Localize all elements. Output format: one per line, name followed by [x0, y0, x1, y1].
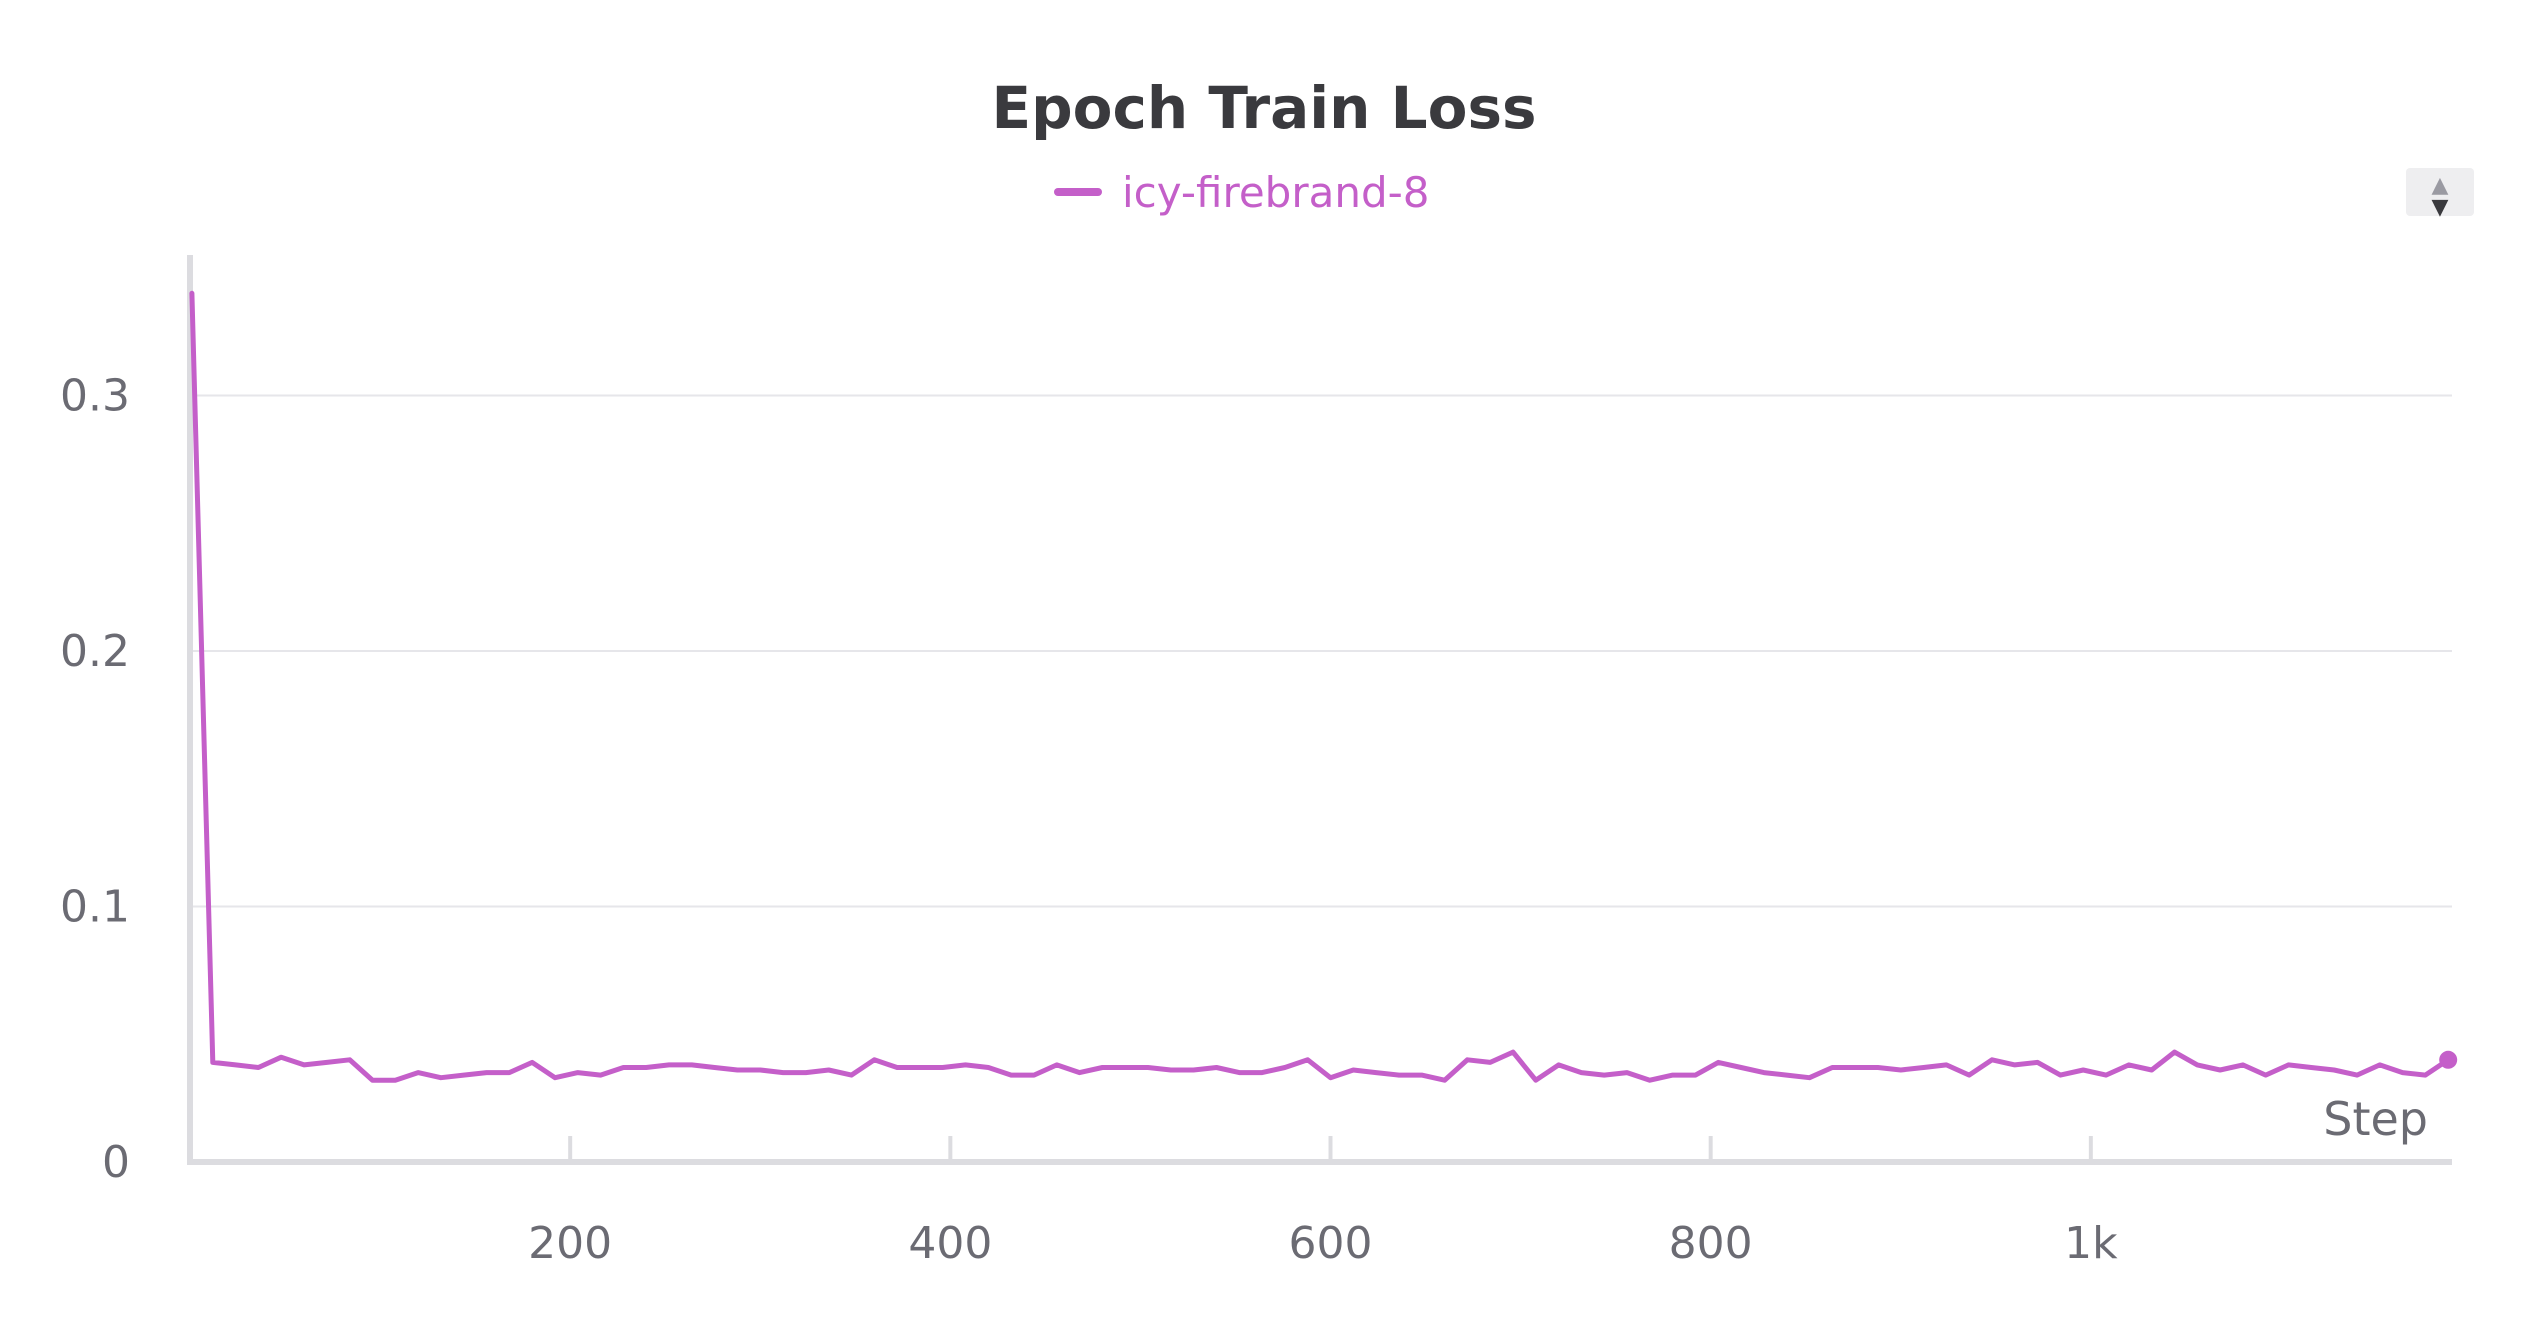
legend-scroll-background[interactable] — [2406, 168, 2474, 216]
x-tick-label: 600 — [1289, 1218, 1373, 1269]
y-tick-label: 0 — [102, 1137, 130, 1188]
axes — [187, 255, 2452, 1165]
y-tick-label: 0.1 — [60, 882, 130, 933]
legend-label: icy-firebrand-8 — [1122, 168, 1430, 217]
chart-text: Epoch Train Loss Step 0 0.1 0.2 0.3 200 400 60… — [60, 74, 2428, 1269]
series-lines — [189, 290, 2458, 1083]
x-axis-label: Step — [2323, 1092, 2428, 1146]
series-last-point — [2439, 1050, 2458, 1069]
series-line — [189, 290, 2451, 1083]
x-tick-label: 200 — [528, 1218, 612, 1269]
x-tick-label: 800 — [1669, 1218, 1753, 1269]
legend: icy-firebrand-8 — [1054, 168, 1430, 217]
legend-scroll-control[interactable]: ▲ ▼ — [2406, 168, 2474, 220]
y-tick-label: 0.3 — [60, 371, 130, 422]
chart-title: Epoch Train Loss — [992, 74, 1537, 142]
x-tick-label: 400 — [908, 1218, 992, 1269]
chevron-down-icon[interactable]: ▼ — [2432, 195, 2449, 220]
x-tick-label: 1k — [2064, 1218, 2118, 1269]
y-tick-label: 0.2 — [60, 626, 130, 677]
grid-lines — [190, 394, 2452, 908]
chevron-up-icon[interactable]: ▲ — [2432, 173, 2449, 198]
